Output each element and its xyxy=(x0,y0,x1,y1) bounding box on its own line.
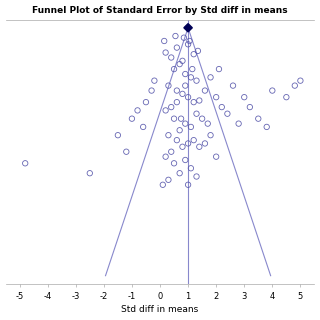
Point xyxy=(270,88,275,93)
Point xyxy=(230,83,236,88)
Polygon shape xyxy=(184,24,192,32)
Point xyxy=(187,38,192,44)
Point xyxy=(177,128,182,133)
Point xyxy=(208,75,213,80)
Point xyxy=(23,161,28,166)
Point xyxy=(225,111,230,116)
Point xyxy=(143,100,148,105)
Point xyxy=(172,116,177,121)
Point xyxy=(181,35,187,40)
X-axis label: Std diff in means: Std diff in means xyxy=(121,306,199,315)
Point xyxy=(264,124,269,130)
Point xyxy=(186,95,191,100)
Point xyxy=(208,132,213,138)
Point xyxy=(115,132,120,138)
Point xyxy=(183,83,188,88)
Point xyxy=(214,95,219,100)
Point xyxy=(87,171,92,176)
Point xyxy=(149,88,154,93)
Point xyxy=(186,182,191,187)
Point xyxy=(129,116,134,121)
Point xyxy=(174,45,180,50)
Point xyxy=(124,149,129,154)
Point xyxy=(169,55,174,60)
Point xyxy=(216,67,221,72)
Point xyxy=(194,78,199,83)
Point xyxy=(242,95,247,100)
Point xyxy=(188,166,194,171)
Point xyxy=(163,154,168,159)
Point xyxy=(188,75,194,80)
Point xyxy=(202,88,207,93)
Point xyxy=(163,108,168,113)
Point xyxy=(163,50,168,55)
Point xyxy=(205,121,210,126)
Point xyxy=(169,149,174,154)
Point xyxy=(284,95,289,100)
Point xyxy=(202,141,207,146)
Point xyxy=(194,111,199,116)
Point xyxy=(256,116,261,121)
Point xyxy=(194,174,199,179)
Point xyxy=(152,78,157,83)
Point xyxy=(160,182,165,187)
Point xyxy=(183,121,188,126)
Point xyxy=(166,177,171,182)
Point xyxy=(177,61,182,67)
Point xyxy=(169,105,174,110)
Point xyxy=(183,157,188,163)
Point xyxy=(179,116,184,121)
Point xyxy=(183,71,188,76)
Point xyxy=(186,42,191,47)
Point xyxy=(200,116,205,121)
Point xyxy=(191,100,196,105)
Point xyxy=(195,48,200,53)
Point xyxy=(188,124,194,130)
Point xyxy=(162,38,167,44)
Point xyxy=(180,58,185,63)
Point xyxy=(174,88,180,93)
Point xyxy=(135,108,140,113)
Point xyxy=(186,141,191,146)
Point xyxy=(172,161,177,166)
Point xyxy=(173,34,178,39)
Point xyxy=(247,105,252,110)
Point xyxy=(191,138,196,143)
Point xyxy=(292,83,297,88)
Point xyxy=(190,67,195,72)
Title: Funnel Plot of Standard Error by Std diff in means: Funnel Plot of Standard Error by Std dif… xyxy=(32,5,288,14)
Point xyxy=(174,138,180,143)
Point xyxy=(166,132,171,138)
Point xyxy=(140,124,146,130)
Point xyxy=(219,105,224,110)
Point xyxy=(197,144,202,149)
Point xyxy=(180,144,185,149)
Point xyxy=(298,78,303,83)
Point xyxy=(236,121,241,126)
Point xyxy=(172,67,177,72)
Point xyxy=(214,154,219,159)
Point xyxy=(180,91,185,96)
Point xyxy=(177,171,182,176)
Point xyxy=(166,83,171,88)
Point xyxy=(174,100,180,105)
Point xyxy=(197,98,202,103)
Point xyxy=(191,52,196,57)
